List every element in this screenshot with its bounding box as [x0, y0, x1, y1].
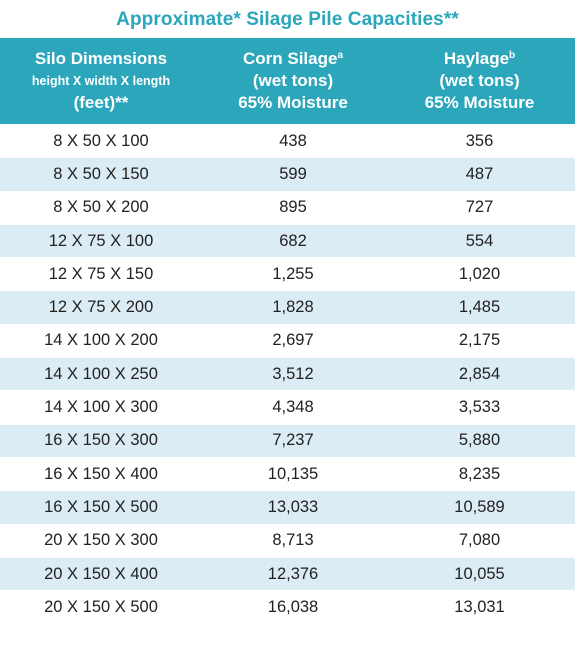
cell-haylage: 2,175 — [384, 323, 575, 358]
cell-silo-dimensions: 8 X 50 X 200 — [0, 190, 202, 225]
cell-haylage: 7,080 — [384, 523, 575, 558]
cell-haylage: 13,031 — [384, 590, 575, 624]
header-corn-silage-footnote: a — [337, 50, 344, 61]
cell-silo-dimensions: 20 X 150 X 300 — [0, 523, 202, 558]
table-row: 14 X 100 X 250 3,512 2,854 — [0, 357, 575, 391]
header-silo-dimensions-line2: height X width X length — [31, 74, 171, 88]
table-row: 8 X 50 X 200 895 727 — [0, 190, 575, 225]
cell-haylage: 487 — [384, 157, 575, 192]
cell-corn-silage: 10,135 — [202, 456, 384, 491]
cell-silo-dimensions: 14 X 100 X 250 — [0, 357, 202, 391]
cell-corn-silage: 8,713 — [202, 523, 384, 558]
cell-corn-silage: 895 — [202, 190, 384, 225]
header-silo-dimensions: Silo Dimensions height X width X length … — [0, 38, 202, 125]
cell-silo-dimensions: 8 X 50 X 150 — [0, 157, 202, 192]
table-row: 8 X 50 X 100 438 356 — [0, 123, 575, 158]
cell-silo-dimensions: 12 X 75 X 200 — [0, 290, 202, 325]
table-row: 20 X 150 X 300 8,713 7,080 — [0, 523, 575, 558]
cell-haylage: 1,020 — [384, 257, 575, 291]
table-row: 12 X 75 X 200 1,828 1,485 — [0, 290, 575, 325]
table-body: 8 X 50 X 100 438 356 8 X 50 X 150 599 487 8 X … — [0, 123, 575, 624]
cell-haylage: 727 — [384, 190, 575, 225]
cell-silo-dimensions: 20 X 150 X 500 — [0, 590, 202, 624]
cell-corn-silage: 2,697 — [202, 323, 384, 358]
cell-haylage: 356 — [384, 123, 575, 158]
table-row: 16 X 150 X 300 7,237 5,880 — [0, 423, 575, 458]
header-silo-dimensions-line3: (feet)** — [73, 93, 129, 112]
cell-corn-silage: 4,348 — [202, 390, 384, 425]
header-haylage-label: Haylage — [443, 49, 510, 68]
cell-corn-silage: 3,512 — [202, 357, 384, 391]
cell-haylage: 8,235 — [384, 456, 575, 491]
cell-haylage: 2,854 — [384, 357, 575, 391]
cell-corn-silage: 12,376 — [202, 556, 384, 591]
cell-silo-dimensions: 16 X 150 X 400 — [0, 456, 202, 491]
table-row: 14 X 100 X 200 2,697 2,175 — [0, 323, 575, 358]
table-row: 20 X 150 X 500 16,038 13,031 — [0, 590, 575, 624]
silage-capacity-table: Silo Dimensions height X width X length … — [0, 38, 575, 624]
header-corn-silage: Corn Silagea (wet tons) 65% Moisture — [202, 38, 384, 125]
cell-haylage: 554 — [384, 223, 575, 258]
table-row: 16 X 150 X 500 13,033 10,589 — [0, 490, 575, 525]
table-row: 12 X 75 X 100 682 554 — [0, 223, 575, 258]
header-haylage-line3: 65% Moisture — [424, 93, 535, 112]
header-corn-silage-line1: Corn Silagea — [202, 48, 384, 70]
cell-silo-dimensions: 12 X 75 X 150 — [0, 257, 202, 291]
cell-corn-silage: 438 — [202, 123, 384, 158]
cell-silo-dimensions: 16 X 150 X 300 — [0, 423, 202, 458]
cell-silo-dimensions: 8 X 50 X 100 — [0, 123, 202, 158]
cell-silo-dimensions: 12 X 75 X 100 — [0, 223, 202, 258]
cell-haylage: 5,880 — [384, 423, 575, 458]
header-row: Silo Dimensions height X width X length … — [0, 38, 575, 125]
cell-haylage: 1,485 — [384, 290, 575, 325]
header-corn-silage-label: Corn Silage — [242, 49, 338, 68]
table-header: Silo Dimensions height X width X length … — [0, 38, 575, 125]
table-row: 20 X 150 X 400 12,376 10,055 — [0, 556, 575, 591]
cell-silo-dimensions: 16 X 150 X 500 — [0, 490, 202, 525]
cell-corn-silage: 7,237 — [202, 423, 384, 458]
header-silo-dimensions-line1: Silo Dimensions — [34, 49, 168, 68]
header-corn-silage-line3: 65% Moisture — [238, 93, 348, 112]
table-row: 12 X 75 X 150 1,255 1,020 — [0, 257, 575, 291]
cell-haylage: 3,533 — [384, 390, 575, 425]
cell-silo-dimensions: 14 X 100 X 200 — [0, 323, 202, 358]
cell-silo-dimensions: 14 X 100 X 300 — [0, 390, 202, 425]
header-corn-silage-line2: (wet tons) — [252, 71, 334, 90]
table-row: 16 X 150 X 400 10,135 8,235 — [0, 456, 575, 491]
header-haylage-line2: (wet tons) — [439, 71, 520, 90]
header-haylage-line1: Haylageb — [384, 48, 575, 70]
table-row: 14 X 100 X 300 4,348 3,533 — [0, 390, 575, 425]
table-row: 8 X 50 X 150 599 487 — [0, 157, 575, 192]
cell-corn-silage: 13,033 — [202, 490, 384, 525]
header-haylage: Haylageb (wet tons) 65% Moisture — [384, 38, 575, 125]
cell-corn-silage: 682 — [202, 223, 384, 258]
cell-corn-silage: 599 — [202, 157, 384, 192]
cell-corn-silage: 1,255 — [202, 257, 384, 291]
header-haylage-footnote: b — [509, 50, 516, 61]
cell-silo-dimensions: 20 X 150 X 400 — [0, 556, 202, 591]
table-title: Approximate* Silage Pile Capacities** — [116, 9, 459, 30]
cell-haylage: 10,589 — [384, 490, 575, 525]
cell-corn-silage: 1,828 — [202, 290, 384, 325]
cell-corn-silage: 16,038 — [202, 590, 384, 624]
cell-haylage: 10,055 — [384, 556, 575, 591]
